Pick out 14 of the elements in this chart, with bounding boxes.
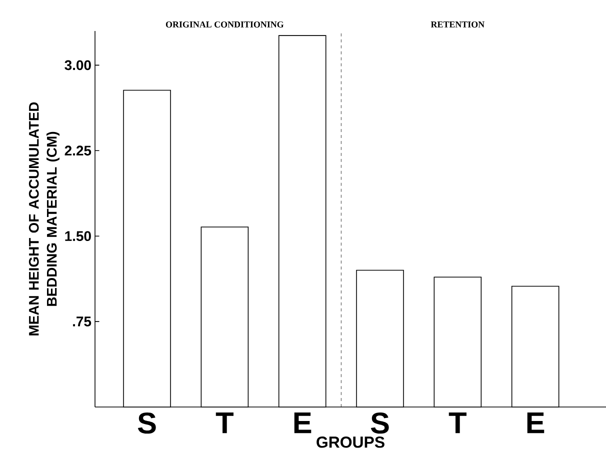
x-tick-label: E <box>527 412 544 434</box>
x-tick-label: T <box>448 412 466 434</box>
x-tick-label: S <box>138 412 156 434</box>
x-tick-label: E <box>294 412 312 434</box>
y-tick-label: 1.50 <box>65 231 91 242</box>
x-axis-title: GROUPS <box>316 436 384 448</box>
x-tick-label: S <box>370 412 389 434</box>
y-tick-label: 3.00 <box>64 60 91 70</box>
y-tick-label: .75 <box>73 316 92 326</box>
text: ORIGINAL CONDITIONING <box>166 21 284 28</box>
y-axis-title: MEAN HEIGHT OF ACCUMULATED BEDDING MATERIAL (CM) <box>28 102 60 336</box>
text: RETENTION <box>430 21 484 28</box>
x-tick-label: T <box>216 412 234 434</box>
y-tick-label: 2.25 <box>64 146 92 156</box>
